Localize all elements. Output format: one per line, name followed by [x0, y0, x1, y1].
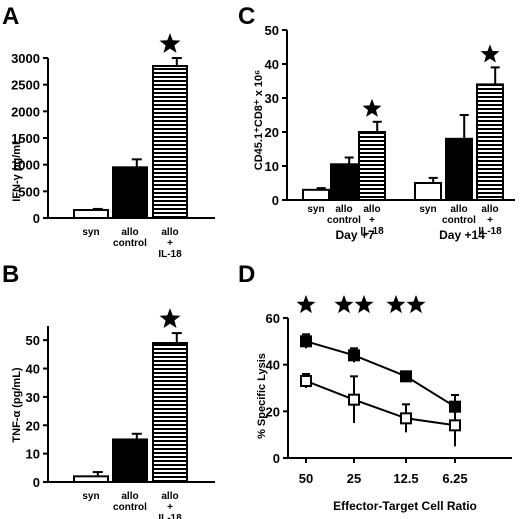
- point-d-1-1: [348, 393, 360, 406]
- category-label-c-1-1-line0: allo: [450, 204, 467, 215]
- ylabel-b: TNF-α (pg/mL): [11, 367, 23, 443]
- significance-star-c-0-2: [362, 98, 382, 117]
- point-d-0-1: [348, 349, 360, 362]
- y-tick-label-c-0: 0: [272, 193, 279, 208]
- x-tick-label-d-2: 12.5: [393, 471, 418, 486]
- category-label-a-2-line0: allo: [161, 227, 178, 238]
- group-label-day14: Day +14: [439, 228, 485, 242]
- bar-c-1-1: [445, 137, 473, 202]
- y-tick-label-a-4: 2000: [11, 104, 40, 119]
- category-label-b-1-line1: control: [113, 502, 147, 513]
- y-tick-label-c-1: 10: [265, 159, 279, 174]
- y-tick-label-b-3: 30: [26, 390, 40, 405]
- y-tick-label-a-3: 1500: [11, 131, 40, 146]
- category-label-c-0-2-line2: IL-18: [360, 226, 384, 237]
- bar-a-0: [73, 209, 109, 219]
- category-label-a-1-line0: allo: [121, 227, 138, 238]
- bar-b-0: [73, 475, 109, 483]
- point-d-0-0: [300, 335, 312, 348]
- point-d-1-0: [300, 375, 312, 387]
- category-label-c-0-2-line0: allo: [363, 204, 380, 215]
- bar-b-1: [112, 438, 148, 484]
- significance-star-d-2-1: [406, 295, 426, 314]
- ylabel-d: % Specific Lysis: [256, 353, 268, 439]
- series-line-d-0: [305, 340, 456, 408]
- category-label-c-1-2-line0: allo: [481, 204, 498, 215]
- y-tick-label-b-5: 50: [26, 333, 40, 348]
- category-label-c-0-1-line0: allo: [335, 204, 352, 215]
- category-label-c-1-2-line2: IL-18: [478, 226, 502, 237]
- category-label-b-2-line0: allo: [161, 491, 178, 502]
- y-tick-label-c-5: 50: [265, 23, 279, 38]
- y-tick-label-c-3: 30: [265, 91, 279, 106]
- y-tick-label-a-0: 0: [33, 211, 40, 226]
- significance-star-d-0-0: [296, 295, 316, 314]
- y-tick-label-a-6: 3000: [11, 51, 40, 66]
- significance-star-b-2: [159, 308, 181, 328]
- panel-label-c: C: [238, 3, 255, 30]
- y-tick-label-d-1: 20: [266, 404, 280, 419]
- y-tick-label-b-2: 20: [26, 418, 40, 433]
- x-tick-label-d-1: 25: [347, 471, 361, 486]
- significance-star-a-2: [159, 33, 181, 53]
- x-tick-label-d-3: 6.25: [442, 471, 467, 486]
- category-label-b-2-line1: +: [167, 502, 173, 513]
- group-label-day7: Day +7: [335, 228, 374, 242]
- panel-label-d: D: [238, 261, 255, 288]
- y-tick-label-a-5: 2500: [11, 78, 40, 93]
- category-label-c-1-1-line1: control: [442, 215, 476, 226]
- xlabel-d: Effector-Target Cell Ratio: [333, 499, 477, 513]
- category-label-c-0-1-line1: control: [327, 215, 361, 226]
- y-tick-label-b-0: 0: [33, 475, 40, 490]
- significance-star-c-1-2: [480, 44, 500, 63]
- y-tick-label-d-0: 0: [273, 451, 280, 466]
- series-line-d-1: [305, 380, 456, 427]
- y-tick-label-b-4: 40: [26, 362, 40, 377]
- category-label-a-1-line1: control: [113, 238, 147, 249]
- significance-star-d-1-0: [334, 295, 354, 314]
- bar-c-1-2: [476, 83, 504, 201]
- panel-label-b: B: [2, 261, 19, 288]
- category-label-c-0-0-line0: syn: [307, 204, 324, 215]
- significance-star-d-1-1: [354, 295, 374, 314]
- category-label-a-2-line2: IL-18: [158, 249, 182, 260]
- category-label-b-0-line0: syn: [82, 491, 99, 502]
- significance-star-d-2-0: [386, 295, 406, 314]
- ylabel-a: IFN-γ pg/mL: [11, 138, 23, 202]
- category-label-c-0-2-line1: +: [369, 215, 375, 226]
- bar-a-1: [112, 166, 148, 219]
- x-tick-label-d-0: 50: [299, 471, 313, 486]
- bar-c-1-0: [414, 182, 442, 201]
- y-tick-label-d-2: 40: [266, 358, 280, 373]
- category-label-c-1-0-line0: syn: [419, 204, 436, 215]
- bar-c-0-2: [358, 131, 386, 201]
- point-d-1-2: [400, 412, 412, 425]
- bar-c-0-1: [330, 163, 358, 202]
- bar-b-2: [152, 342, 188, 483]
- point-d-0-2: [400, 370, 412, 383]
- category-label-b-2-line2: IL-18: [158, 513, 182, 519]
- y-tick-label-a-1: 500: [18, 184, 40, 199]
- category-label-b-1-line0: allo: [121, 491, 138, 502]
- category-label-a-2-line1: +: [167, 238, 173, 249]
- ylabel-c: CD45.1⁺CD8⁺ x 10⁶: [253, 70, 265, 170]
- category-label-c-1-2-line1: +: [487, 215, 493, 226]
- point-d-1-3: [449, 419, 461, 432]
- bar-c-0-0: [302, 188, 330, 202]
- bar-a-2: [152, 65, 188, 219]
- y-tick-label-d-3: 60: [266, 311, 280, 326]
- y-tick-label-b-1: 10: [26, 447, 40, 462]
- y-tick-label-c-4: 40: [265, 57, 279, 72]
- category-label-a-0-line0: syn: [82, 227, 99, 238]
- y-tick-label-a-2: 1000: [11, 158, 40, 173]
- y-tick-label-c-2: 20: [265, 125, 279, 140]
- panel-label-a: A: [2, 3, 19, 30]
